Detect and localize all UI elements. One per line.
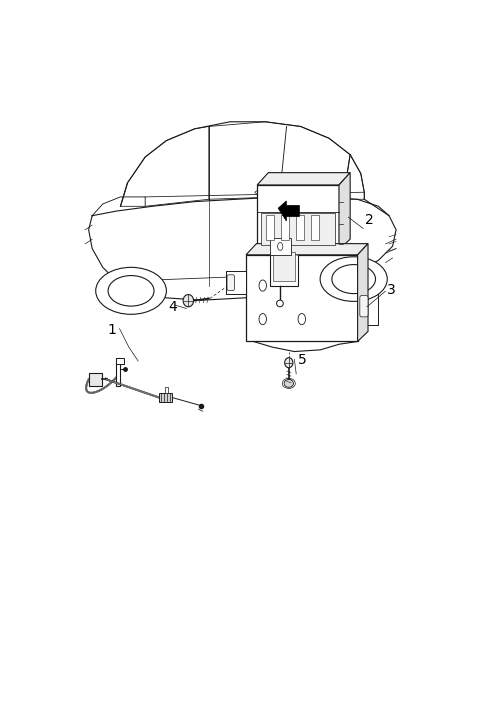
Ellipse shape (96, 267, 167, 314)
Polygon shape (116, 358, 124, 364)
Polygon shape (270, 249, 298, 285)
Text: 5: 5 (298, 353, 307, 367)
FancyBboxPatch shape (360, 295, 368, 317)
Text: 4: 4 (168, 300, 177, 314)
Ellipse shape (320, 257, 387, 301)
Polygon shape (281, 216, 289, 240)
Polygon shape (246, 255, 358, 341)
Polygon shape (158, 393, 172, 402)
Text: 1: 1 (108, 323, 117, 337)
Text: 3: 3 (387, 283, 396, 297)
Polygon shape (358, 244, 368, 341)
Polygon shape (270, 238, 290, 255)
Text: 2: 2 (365, 213, 374, 227)
Polygon shape (311, 216, 319, 240)
Polygon shape (257, 173, 350, 185)
Polygon shape (246, 244, 368, 255)
Ellipse shape (276, 300, 283, 307)
Polygon shape (89, 372, 102, 386)
Polygon shape (261, 213, 335, 245)
Polygon shape (266, 216, 274, 240)
Polygon shape (226, 272, 246, 294)
Polygon shape (296, 216, 304, 240)
FancyBboxPatch shape (227, 275, 234, 290)
Polygon shape (273, 252, 295, 281)
Polygon shape (257, 185, 339, 249)
Polygon shape (358, 285, 378, 325)
Ellipse shape (183, 295, 193, 307)
Ellipse shape (285, 358, 293, 368)
Polygon shape (165, 387, 168, 393)
Ellipse shape (108, 276, 154, 306)
Polygon shape (339, 173, 350, 249)
Polygon shape (278, 201, 300, 221)
Polygon shape (116, 358, 120, 386)
Ellipse shape (284, 380, 293, 387)
Ellipse shape (332, 264, 375, 293)
